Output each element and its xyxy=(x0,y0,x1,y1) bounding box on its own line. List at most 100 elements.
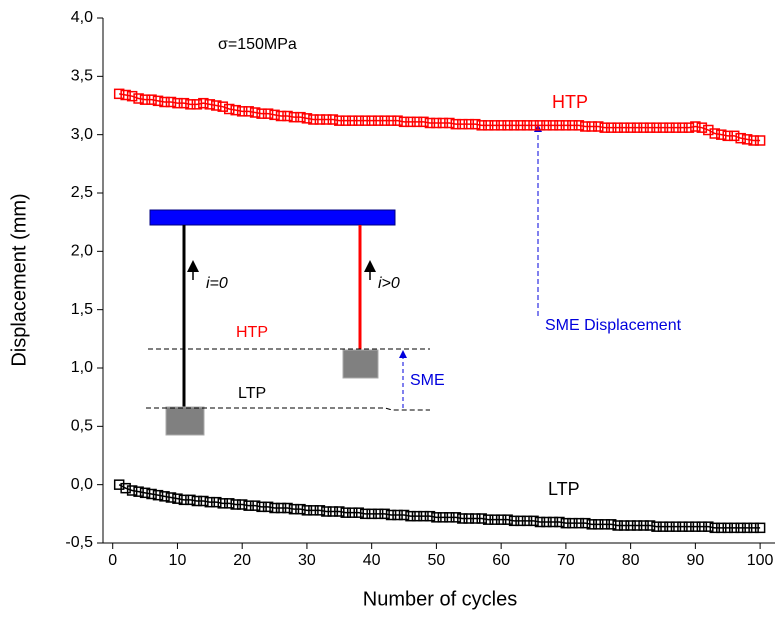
marker xyxy=(476,513,487,524)
marker xyxy=(521,120,533,131)
x-axis-title: Number of cycles xyxy=(363,588,518,610)
marker xyxy=(470,118,481,130)
marker xyxy=(211,100,222,111)
marker xyxy=(677,521,688,532)
marker xyxy=(502,514,513,525)
marker xyxy=(482,120,494,131)
marker xyxy=(295,111,306,123)
marker xyxy=(618,122,630,133)
marker xyxy=(534,516,546,528)
annotation: LTP xyxy=(238,385,266,402)
marker xyxy=(379,508,390,520)
marker xyxy=(165,96,177,108)
weight xyxy=(342,349,379,379)
marker xyxy=(295,503,306,515)
marker xyxy=(366,508,377,520)
marker xyxy=(269,502,280,514)
marker xyxy=(709,128,721,139)
annotation: i>0 xyxy=(378,275,400,292)
marker xyxy=(521,515,533,527)
x-tick-label: 90 xyxy=(686,552,704,569)
x-tick-label: 80 xyxy=(622,552,640,569)
marker xyxy=(618,520,630,531)
marker xyxy=(431,117,442,129)
marker xyxy=(631,122,643,133)
marker xyxy=(172,493,183,504)
marker xyxy=(741,134,753,145)
marker xyxy=(683,521,695,532)
marker xyxy=(489,120,500,131)
y-tick-label: 3,5 xyxy=(71,68,93,85)
marker xyxy=(411,116,423,128)
marker xyxy=(230,499,241,510)
marker xyxy=(236,106,248,117)
marker xyxy=(327,506,339,517)
marker xyxy=(748,135,759,146)
marker xyxy=(243,500,254,511)
marker xyxy=(541,120,552,131)
marker xyxy=(405,116,416,128)
inset-diagram xyxy=(146,124,542,436)
marker xyxy=(437,117,449,129)
marker xyxy=(113,479,125,490)
marker xyxy=(405,510,416,522)
marker xyxy=(249,107,261,118)
marker xyxy=(159,96,170,108)
marker xyxy=(321,506,332,517)
marker xyxy=(424,510,436,522)
marker xyxy=(567,517,578,529)
marker xyxy=(314,114,326,125)
marker xyxy=(754,135,766,146)
x-tick-label: 70 xyxy=(557,552,575,569)
marker xyxy=(327,114,339,125)
marker xyxy=(657,521,669,532)
marker xyxy=(398,116,410,128)
marker xyxy=(353,507,364,518)
marker xyxy=(554,120,565,131)
marker xyxy=(424,117,436,129)
marker xyxy=(664,122,675,133)
marker xyxy=(703,521,714,532)
marker xyxy=(450,118,462,130)
marker xyxy=(334,506,345,517)
x-tick-label: 40 xyxy=(363,552,381,569)
marker xyxy=(463,118,475,130)
series-label: HTP xyxy=(552,92,588,112)
marker xyxy=(372,115,384,126)
marker xyxy=(211,496,222,508)
marker xyxy=(191,99,203,110)
marker xyxy=(178,494,190,506)
marker xyxy=(508,515,520,527)
y-tick-label: -0,5 xyxy=(65,534,93,551)
marker xyxy=(580,121,591,132)
marker xyxy=(191,495,203,507)
marker xyxy=(560,120,572,131)
marker xyxy=(631,520,643,531)
marker xyxy=(605,122,617,133)
marker xyxy=(230,104,241,116)
y-tick-label: 0,5 xyxy=(71,418,93,435)
marker xyxy=(696,122,708,133)
marker xyxy=(476,120,487,131)
marker xyxy=(120,482,131,494)
marker xyxy=(113,88,125,100)
marker xyxy=(198,97,209,109)
series-line xyxy=(119,93,761,142)
marker xyxy=(528,515,539,527)
marker xyxy=(223,498,235,509)
y-tick-label: 1,0 xyxy=(71,359,93,376)
marker xyxy=(748,522,759,534)
y-axis-title: Displacement (mm) xyxy=(8,193,30,366)
marker xyxy=(185,494,196,506)
marker xyxy=(625,520,636,531)
x-tick-label: 50 xyxy=(428,552,446,569)
x-tick-label: 10 xyxy=(169,552,187,569)
marker xyxy=(236,499,248,510)
marker xyxy=(657,122,669,133)
marker xyxy=(340,507,352,518)
marker xyxy=(593,519,604,530)
marker xyxy=(217,101,229,112)
level-line xyxy=(146,407,430,411)
y-tick-label: 2,5 xyxy=(71,184,93,201)
marker xyxy=(586,519,598,530)
